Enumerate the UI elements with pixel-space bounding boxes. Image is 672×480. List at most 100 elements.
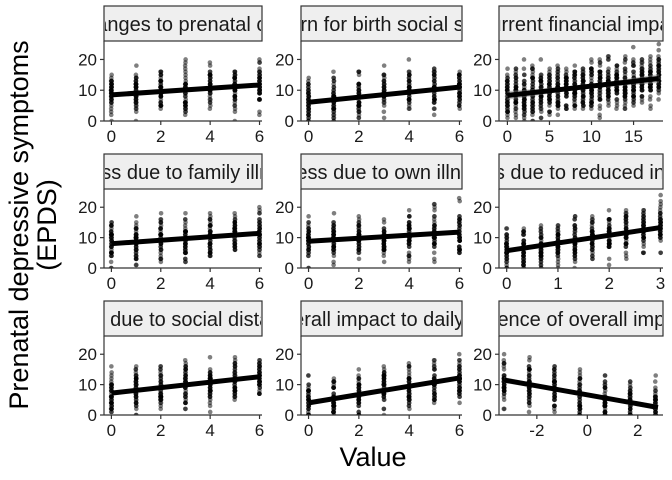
data-point — [381, 370, 387, 375]
data-point — [547, 109, 553, 115]
y-tick-label: 20 — [78, 345, 97, 364]
y-tick-label: 10 — [78, 229, 97, 248]
data-point — [306, 247, 312, 253]
data-point — [589, 94, 595, 99]
panel-9: Valence of overall impact 0 10 20 -2 0 2 — [473, 300, 664, 440]
data-point — [232, 373, 238, 378]
data-point — [356, 367, 362, 372]
x-tick-label: 2 — [354, 274, 363, 293]
data-point — [658, 250, 663, 256]
data-point — [381, 259, 387, 265]
data-point — [457, 238, 462, 243]
data-point — [555, 250, 561, 256]
data-point — [539, 94, 544, 99]
data-point — [656, 66, 662, 71]
data-point — [572, 223, 578, 228]
data-point — [331, 211, 337, 216]
data-point — [256, 244, 262, 250]
data-point — [232, 385, 238, 390]
data-point — [539, 109, 544, 115]
data-point — [623, 207, 629, 213]
data-point — [656, 97, 661, 102]
data-point — [406, 57, 412, 62]
data-point — [630, 63, 636, 68]
data-point — [588, 100, 594, 105]
data-point — [108, 109, 114, 115]
data-point — [597, 115, 603, 121]
data-point — [563, 78, 569, 84]
data-point — [521, 57, 527, 62]
data-point — [572, 232, 577, 237]
data-point — [183, 72, 188, 78]
data-point — [431, 367, 437, 372]
data-point — [306, 214, 311, 219]
data-point — [158, 367, 163, 372]
data-point — [605, 57, 611, 62]
fit-line — [506, 225, 661, 254]
data-point — [530, 84, 536, 90]
data-point — [133, 84, 139, 90]
fit-line — [503, 377, 659, 410]
data-point — [577, 376, 583, 381]
x-tick-label: 6 — [455, 127, 464, 146]
data-point — [356, 109, 361, 115]
data-point — [606, 256, 612, 262]
data-point — [182, 250, 188, 256]
data-point — [432, 373, 437, 378]
data-point — [183, 97, 189, 102]
data-point — [381, 238, 387, 243]
strip-background — [103, 300, 263, 337]
data-point — [306, 382, 311, 387]
data-point — [504, 100, 510, 105]
x-tick-label: 4 — [404, 127, 413, 146]
x-tick-label: 0 — [583, 421, 592, 440]
x-tick-label: 10 — [582, 127, 601, 146]
data-point — [653, 373, 659, 378]
data-point — [207, 91, 213, 96]
data-point — [552, 391, 557, 397]
strip-background — [300, 153, 463, 190]
data-point — [457, 400, 462, 406]
data-point — [580, 97, 586, 102]
y-tick-label: 0 — [483, 406, 492, 425]
data-point — [208, 388, 213, 393]
data-point — [158, 373, 164, 378]
data-point — [530, 78, 536, 84]
strip-background — [498, 153, 664, 190]
data-point — [580, 72, 586, 78]
data-point — [653, 409, 658, 415]
strip-label: Stress due to social distancing — [48, 309, 318, 331]
x-tick-label: 0 — [304, 274, 313, 293]
data-point — [257, 235, 262, 240]
data-point — [306, 373, 311, 378]
data-point — [647, 57, 653, 62]
data-point — [133, 262, 139, 268]
data-point — [381, 78, 387, 84]
data-point — [356, 256, 362, 262]
y-tick-label: 10 — [275, 81, 294, 100]
data-point — [109, 370, 114, 375]
x-tick-label: -2 — [529, 421, 544, 440]
data-point — [623, 214, 629, 219]
data-point — [183, 394, 188, 400]
data-point — [183, 106, 189, 111]
x-tick-label: 15 — [624, 127, 643, 146]
strip-label: Stress due to own illness — [271, 162, 492, 184]
data-point — [381, 84, 387, 90]
y-tick-label: 20 — [275, 198, 294, 217]
strip-label: Current financial impact — [476, 14, 672, 36]
data-point — [597, 97, 603, 102]
data-point — [648, 94, 653, 99]
data-point — [158, 94, 163, 99]
y-tick-label: 20 — [78, 198, 97, 217]
data-point — [457, 223, 462, 228]
data-point — [631, 69, 636, 75]
x-tick-label: 2 — [156, 274, 165, 293]
y-tick-label: 0 — [483, 112, 492, 131]
data-point — [232, 109, 238, 115]
data-point — [627, 379, 633, 384]
data-point — [555, 94, 561, 99]
data-point — [232, 94, 238, 99]
data-point — [456, 367, 462, 372]
data-point — [134, 235, 139, 240]
